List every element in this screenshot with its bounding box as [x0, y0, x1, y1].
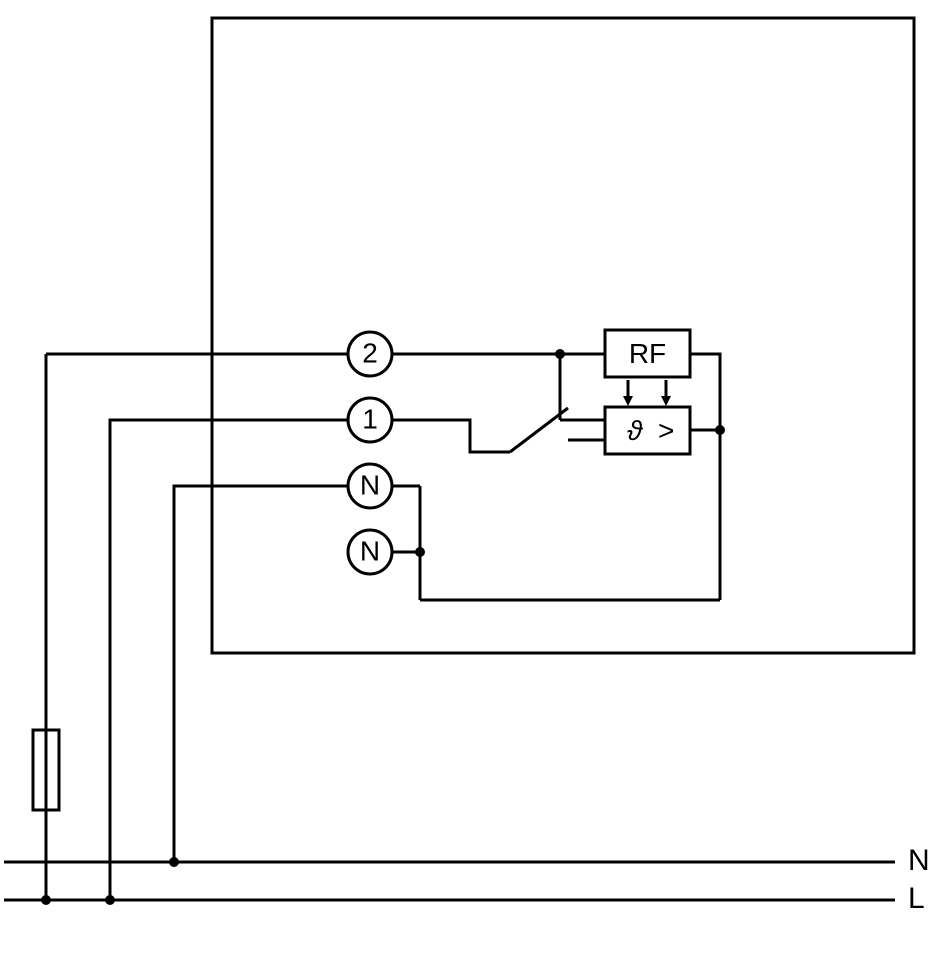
- device-enclosure: [212, 18, 914, 653]
- mains-l-label: L: [908, 882, 925, 915]
- thermostat-block: [605, 407, 690, 454]
- terminal-n2-label: N: [360, 535, 380, 566]
- wiring-diagram: NLRFϑ>21NN: [0, 0, 942, 960]
- junction-0: [105, 895, 115, 905]
- junction-2: [415, 547, 425, 557]
- junction-fuse-l: [41, 895, 51, 905]
- junction-3: [555, 349, 565, 359]
- theta-gt: >: [658, 415, 674, 446]
- junction-1: [169, 857, 179, 867]
- terminal-1-label: 1: [362, 403, 378, 434]
- rf-label: RF: [629, 338, 666, 369]
- junction-4: [715, 425, 725, 435]
- terminal-2-label: 2: [362, 337, 378, 368]
- terminal-n1-label: N: [360, 469, 380, 500]
- mains-n-label: N: [908, 844, 930, 877]
- theta-symbol: ϑ: [627, 415, 644, 446]
